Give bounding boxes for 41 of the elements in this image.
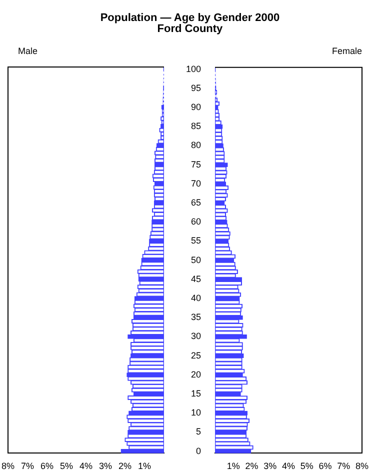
x-tick-label: 5% <box>60 461 74 472</box>
y-tick-label: 100 <box>186 64 202 74</box>
y-tick-label: 0 <box>196 446 202 456</box>
y-tick-label: 50 <box>191 254 202 265</box>
text: Female <box>332 46 362 56</box>
x-tick-label: 1% <box>226 461 240 472</box>
y-tick-label: 25 <box>191 350 202 360</box>
y-tick-label: 95 <box>191 82 202 93</box>
x-tick-label: 2% <box>245 461 258 472</box>
x-tick-label: 3% <box>264 461 277 472</box>
y-tick-label: 70 <box>191 178 202 188</box>
y-tick-label: 60 <box>191 216 202 227</box>
x-tick-label: 2% <box>118 461 132 472</box>
y-tick-label: 75 <box>191 159 202 170</box>
text: Population — Age by Gender 2000 <box>99 12 281 24</box>
x-tick-label: 4% <box>282 461 296 472</box>
y-tick-label: 45 <box>191 274 202 284</box>
y-tick-label: 5 <box>196 426 202 437</box>
y-tick-label: 30 <box>191 331 202 342</box>
x-tick-label: 4% <box>79 461 93 472</box>
y-tick-label: 10 <box>191 408 202 418</box>
y-tick-label: 40 <box>191 292 202 303</box>
y-tick-label: 90 <box>191 102 202 112</box>
text: Ford County <box>156 23 224 35</box>
x-tick-label: 8% <box>355 461 369 472</box>
y-tick-label: 80 <box>191 140 202 150</box>
x-tick-label: 7% <box>337 461 350 472</box>
x-tick-label: 6% <box>318 461 332 472</box>
y-tick-label: 85 <box>191 121 202 132</box>
x-tick-label: 5% <box>300 461 314 472</box>
x-tick-label: 3% <box>98 461 112 472</box>
y-tick-label: 55 <box>191 236 202 246</box>
y-tick-label: 20 <box>191 369 202 380</box>
y-tick-label: 35 <box>191 312 202 322</box>
y-tick-label: 15 <box>191 388 202 398</box>
text: Male <box>18 46 38 56</box>
x-tick-label: 7% <box>20 461 34 472</box>
x-tick-label: 8% <box>1 461 15 472</box>
x-tick-label: 1% <box>138 461 152 472</box>
x-tick-label: 6% <box>40 461 54 472</box>
y-tick-label: 65 <box>191 197 202 208</box>
